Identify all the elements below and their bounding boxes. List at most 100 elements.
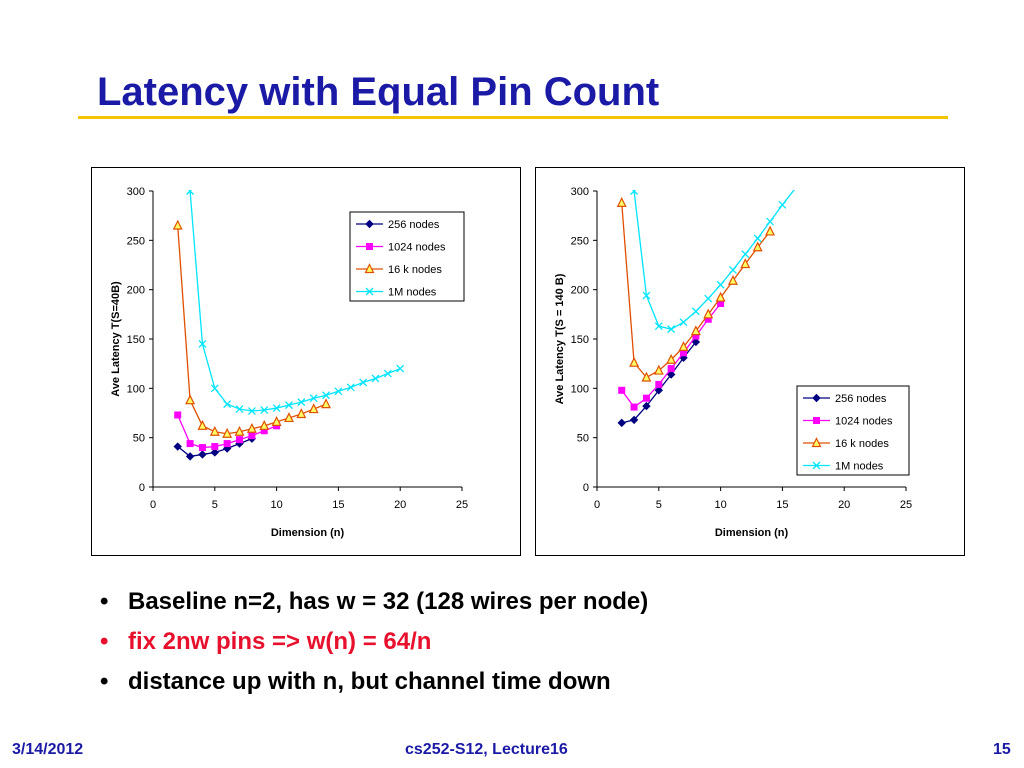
data-point <box>209 425 220 436</box>
legend-marker <box>813 417 820 424</box>
y-tick-label: 250 <box>127 235 145 247</box>
bullet-text: fix 2nw pins => w(n) = 64/n <box>128 628 432 655</box>
data-point <box>236 436 244 444</box>
x-tick-label: 5 <box>656 499 662 511</box>
x-tick-label: 15 <box>776 499 788 511</box>
data-point <box>778 200 787 209</box>
data-point <box>283 412 294 423</box>
data-point <box>234 425 245 436</box>
data-point <box>642 394 650 402</box>
data-point <box>197 419 208 430</box>
x-axis-title: Dimension (n) <box>715 527 789 539</box>
legend-marker <box>364 263 375 274</box>
legend-marker <box>365 219 374 229</box>
data-point <box>741 250 750 259</box>
y-tick-label: 150 <box>571 334 589 346</box>
chart-legend: 256 nodes 1024 nodes 16 k nodes 1M nodes <box>349 211 465 302</box>
y-axis-title: Ave Latency T(S = 140 B) <box>554 273 566 404</box>
data-point <box>629 415 639 425</box>
x-tick-label: 20 <box>838 499 850 511</box>
series-line <box>621 202 771 379</box>
bullet-text: Baseline n=2, has w = 32 (128 wires per … <box>128 588 649 615</box>
legend-label: 16 k nodes <box>835 438 889 450</box>
data-point <box>198 339 207 348</box>
data-point <box>174 411 182 419</box>
data-point <box>667 325 676 334</box>
chart-svg-140b: 0 50 100 150 200 250 300 0 5 10 15 20 25 Dimension (n… <box>554 186 912 539</box>
data-point <box>727 274 738 285</box>
data-point <box>396 364 405 373</box>
legend-marker <box>365 287 374 296</box>
legend-label: 1024 nodes <box>835 416 893 428</box>
data-point <box>359 378 368 387</box>
data-point <box>285 401 293 410</box>
y-tick-label: 50 <box>133 433 145 445</box>
data-point <box>616 196 627 207</box>
data-point <box>322 391 330 400</box>
data-point <box>654 322 663 331</box>
legend-label: 256 nodes <box>835 393 887 405</box>
x-axis-title: Dimension (n) <box>271 527 345 539</box>
data-point <box>172 219 183 230</box>
data-point <box>653 364 664 375</box>
y-axis-title: Ave Latency T(S=40B) <box>110 281 122 397</box>
data-point <box>246 422 257 433</box>
data-point <box>198 444 206 452</box>
legend-label: 16 k nodes <box>388 264 442 276</box>
data-point <box>260 427 268 435</box>
x-tick-label: 20 <box>394 499 406 511</box>
data-point <box>210 448 220 457</box>
legend-label: 1M nodes <box>388 287 437 299</box>
data-point <box>371 374 380 383</box>
data-point <box>704 315 712 323</box>
data-point <box>271 416 282 426</box>
data-point <box>642 291 651 300</box>
data-point <box>692 332 700 340</box>
data-point <box>655 380 663 388</box>
footer-page-number: 15 <box>993 741 1011 758</box>
data-point <box>211 443 219 451</box>
legend-marker <box>811 437 822 448</box>
data-point <box>272 404 281 413</box>
data-point <box>679 318 688 327</box>
x-tick-label: 10 <box>714 499 726 511</box>
series-line <box>633 190 795 330</box>
bullet-item: • distance up with n, but channel time d… <box>100 666 648 706</box>
latency-chart-40b: 0 50 100 150 200 250 300 0 5 10 15 20 25 Dimension (n… <box>91 167 521 556</box>
x-tick-label: 5 <box>212 499 218 511</box>
footer-date: 3/14/2012 <box>12 741 84 758</box>
data-point <box>173 442 182 451</box>
data-point <box>691 337 701 347</box>
data-point <box>259 419 270 430</box>
legend-marker <box>812 461 821 470</box>
data-point <box>766 217 774 226</box>
data-point <box>222 427 233 438</box>
data-point <box>383 369 392 378</box>
bullet-dot: • <box>100 668 109 695</box>
y-tick-label: 300 <box>571 186 589 198</box>
data-point <box>248 432 256 440</box>
data-point <box>185 394 196 405</box>
data-point <box>185 452 195 461</box>
plot-area <box>616 190 795 428</box>
data-point <box>716 280 725 289</box>
slide-title: Latency with Equal Pin Count <box>97 70 660 114</box>
data-point <box>666 370 676 379</box>
data-point <box>729 265 737 274</box>
data-point <box>618 386 626 394</box>
y-tick-label: 300 <box>127 186 145 198</box>
data-point <box>630 403 638 411</box>
y-tick-label: 100 <box>571 383 589 395</box>
data-point <box>297 398 306 407</box>
legend-label: 1M nodes <box>835 461 884 473</box>
footer-course: cs252-S12, Lecture16 <box>405 741 568 758</box>
data-point <box>642 401 651 411</box>
data-point <box>321 398 332 409</box>
x-tick-label: 10 <box>270 499 282 511</box>
y-tick-label: 0 <box>583 482 589 494</box>
data-point <box>308 403 319 414</box>
bullet-item: • fix 2nw pins => w(n) = 64/n <box>100 626 648 666</box>
data-point <box>630 190 639 195</box>
data-point <box>717 299 725 307</box>
data-point <box>186 190 195 195</box>
